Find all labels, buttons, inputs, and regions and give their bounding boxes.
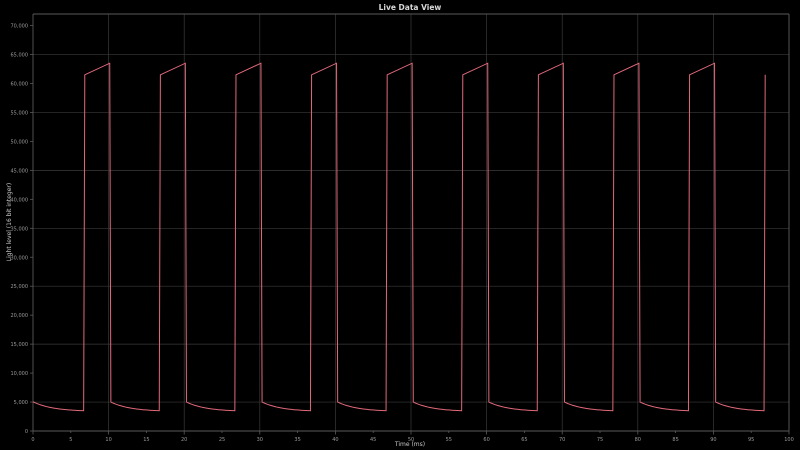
x-tick-label: 75 <box>597 437 603 443</box>
y-tick-label: 35,000 <box>11 226 29 232</box>
y-tick-label: 25,000 <box>11 284 29 290</box>
x-tick-label: 20 <box>181 437 187 443</box>
y-tick-label: 40,000 <box>11 197 29 203</box>
y-axis-tick-labels: 0 5,000 10,000 15,000 20,000 25,000 30,000 35,0… <box>11 24 29 435</box>
y-axis-ticks <box>30 25 33 432</box>
x-tick-label: 15 <box>143 437 149 443</box>
x-tick-label: 70 <box>559 437 565 443</box>
x-axis-tick-labels: 0 5 10 15 20 25 30 35 40 45 50 55 60 65 70 75 80 85 90 95 10… <box>31 437 793 443</box>
x-tick-label: 10 <box>105 437 111 443</box>
x-tick-label: 100 <box>784 437 794 443</box>
y-tick-label: 65,000 <box>11 53 29 59</box>
y-tick-label: 15,000 <box>11 342 29 348</box>
x-tick-label: 60 <box>483 437 489 443</box>
chart-title: Live Data View <box>379 3 442 12</box>
vertical-gridlines <box>108 14 790 431</box>
x-tick-label: 5 <box>69 437 72 443</box>
x-axis-ticks <box>32 431 790 435</box>
y-tick-label: 60,000 <box>11 82 29 88</box>
x-tick-label: 40 <box>332 437 338 443</box>
y-tick-label: 70,000 <box>11 24 29 30</box>
x-tick-label: 90 <box>710 437 716 443</box>
y-axis-title: Light level (16 bit integer) <box>6 183 13 262</box>
y-tick-label: 20,000 <box>11 313 29 319</box>
y-tick-label: 0 <box>25 429 28 435</box>
x-tick-label: 0 <box>31 437 34 443</box>
x-tick-label: 45 <box>370 437 376 443</box>
x-tick-label: 95 <box>748 437 754 443</box>
y-tick-label: 50,000 <box>11 139 29 145</box>
x-tick-label: 50 <box>408 437 414 443</box>
x-tick-label: 65 <box>521 437 527 443</box>
x-tick-label: 35 <box>294 437 300 443</box>
y-tick-label: 30,000 <box>11 255 29 261</box>
y-tick-label: 55,000 <box>11 110 29 116</box>
x-tick-label: 85 <box>672 437 678 443</box>
x-tick-label: 30 <box>257 437 263 443</box>
x-tick-label: 25 <box>219 437 225 443</box>
x-tick-label: 55 <box>446 437 452 443</box>
y-tick-label: 10,000 <box>11 371 29 377</box>
y-tick-label: 5,000 <box>14 400 28 406</box>
data-series-light-level <box>32 62 766 412</box>
x-axis-title: Time (ms) <box>394 441 425 448</box>
x-tick-label: 80 <box>635 437 641 443</box>
y-tick-label: 45,000 <box>11 168 29 174</box>
